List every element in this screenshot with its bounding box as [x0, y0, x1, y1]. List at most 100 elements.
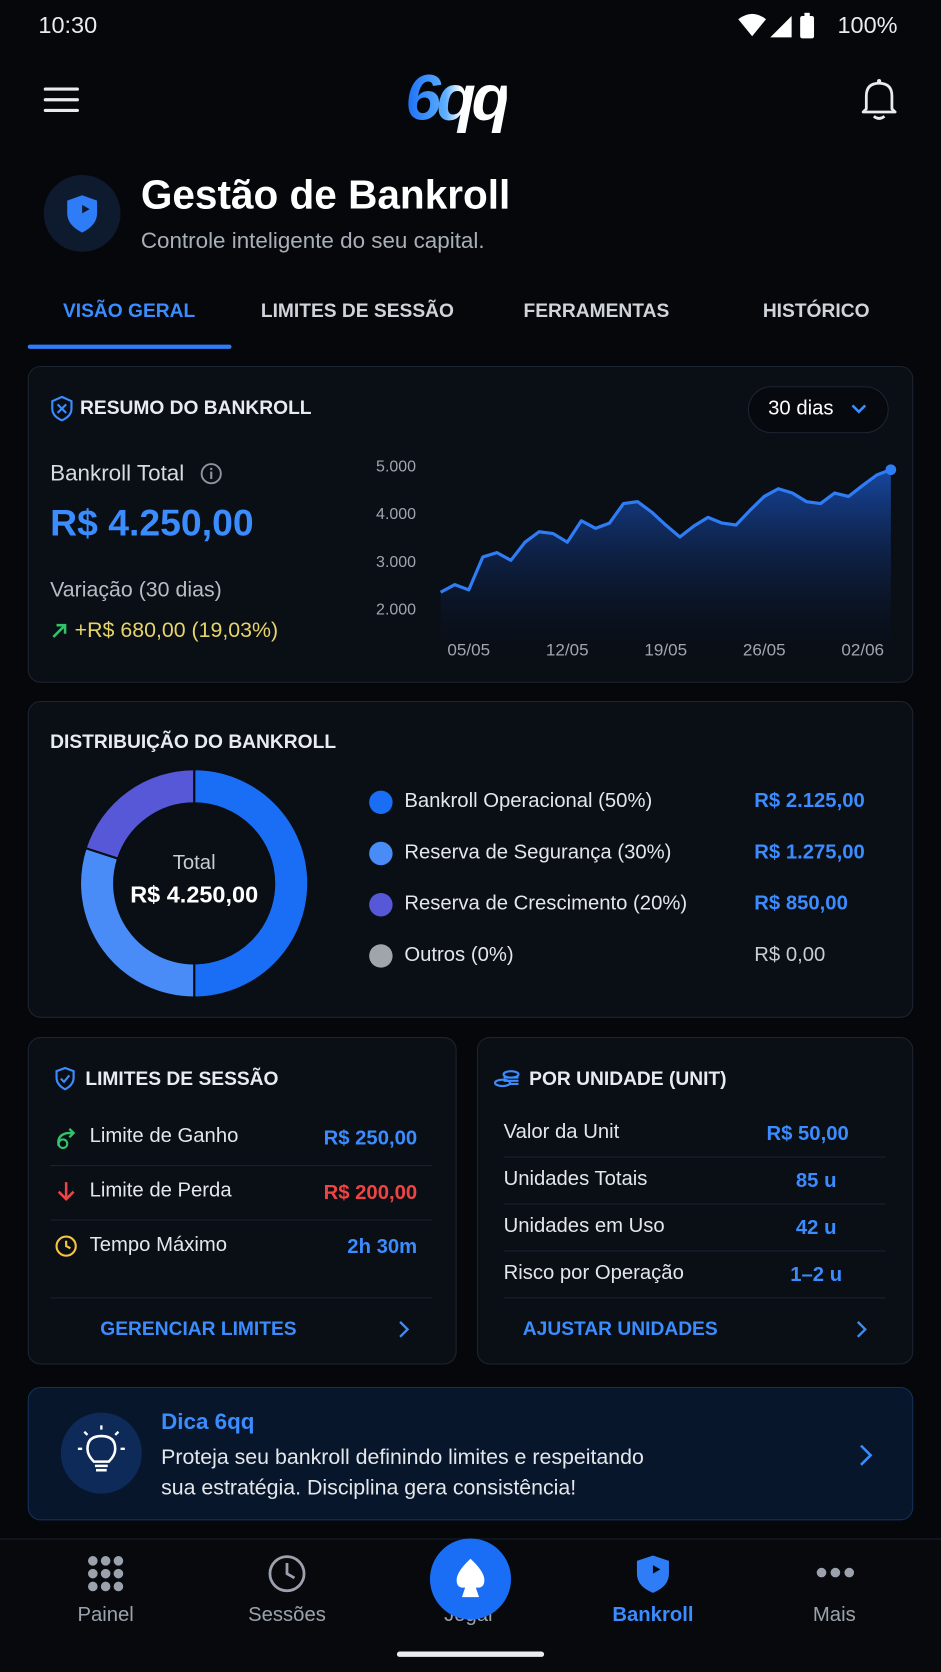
manage-limits-button[interactable]: GERENCIAR LIMITES: [100, 1317, 297, 1340]
units-title: POR UNIDADE (UNIT): [529, 1068, 727, 1090]
y-tick-label: 5.000: [376, 459, 416, 476]
unit-value: R$ 50,00: [766, 1123, 849, 1146]
unit-value: 85 u: [795, 1169, 837, 1193]
legend-dot: [369, 790, 393, 815]
y-tick-label: 4.000: [376, 506, 416, 523]
limits-icon: [55, 1066, 75, 1091]
trend-up-icon: [52, 623, 67, 638]
legend-dot: [369, 944, 393, 968]
units-card: [476, 1037, 914, 1365]
nav-icon: [636, 1555, 669, 1593]
total-value: R$ 4.250,00: [50, 502, 254, 545]
legend-label: Bankroll Operacional (50%): [404, 790, 653, 813]
shield-badge: [43, 174, 121, 252]
summary-title: RESUMO DO BANKROLL: [80, 397, 312, 419]
unit-value: 1–2 u: [790, 1263, 843, 1287]
chevron-right: [399, 1321, 410, 1338]
legend-label: Reserva de Segurança (30%): [404, 841, 672, 864]
legend-label: Reserva de Crescimento (20%): [404, 892, 688, 915]
info-icon[interactable]: [200, 462, 223, 485]
legend-amount: R$ 1.275,00: [754, 841, 865, 864]
limit-label: Limite de Ganho: [89, 1125, 239, 1148]
last-point: [885, 464, 897, 476]
donut-center-value: R$ 4.250,00: [130, 881, 259, 908]
units-icon: [493, 1070, 520, 1088]
tab[interactable]: HISTÓRICO: [762, 300, 870, 322]
chevron-right: [860, 1444, 873, 1466]
tip-text: Proteja seu bankroll definindo limites e…: [161, 1445, 644, 1470]
separator: [503, 1156, 886, 1158]
notifications-button[interactable]: [858, 77, 901, 122]
x-tick-label: 02/06: [841, 640, 884, 659]
y-tick-label: 2.000: [376, 602, 416, 619]
separator: [50, 1219, 433, 1221]
separator: [503, 1250, 886, 1252]
tab[interactable]: FERRAMENTAS: [523, 300, 670, 322]
unit-label: Valor da Unit: [503, 1120, 620, 1144]
separator: [503, 1297, 886, 1299]
nav-label[interactable]: Painel: [77, 1604, 134, 1627]
limit-label: Tempo Máximo: [89, 1233, 228, 1257]
page-title: Gestão de Bankroll: [140, 173, 511, 218]
limit-label: Limite de Perda: [89, 1179, 232, 1202]
tip-card[interactable]: [27, 1386, 914, 1521]
bankroll-chart: 2.000 3.000 4.000 5.000 05/05 12/05 19/05 26/05…: [376, 459, 897, 659]
home-indicator: [396, 1651, 545, 1657]
status-time: 10:30: [38, 11, 98, 39]
nav-icon: [268, 1555, 306, 1593]
period-value: 30 dias: [768, 397, 834, 420]
total-label: Bankroll Total: [50, 461, 185, 486]
legend-dot: [369, 892, 393, 917]
time-icon: [55, 1235, 77, 1257]
nav-label[interactable]: Sessões: [248, 1604, 326, 1627]
variation-label: Variação (30 dias): [50, 578, 222, 602]
x-tick-label: 26/05: [743, 640, 786, 659]
separator: [50, 1165, 433, 1167]
nav-label-active[interactable]: Bankroll: [612, 1604, 694, 1627]
tip-text: sua estratégia. Disciplina gera consistê…: [161, 1476, 577, 1501]
menu-button[interactable]: [43, 85, 81, 113]
limit-value: R$ 200,00: [323, 1181, 418, 1205]
unit-label: Risco por Operação: [503, 1261, 684, 1285]
separator: [50, 1297, 433, 1299]
loss-icon: [57, 1182, 75, 1201]
tab-active[interactable]: VISÃO GERAL: [62, 300, 196, 322]
donut-center-label: Total: [172, 852, 216, 875]
nav-icon: [88, 1556, 124, 1592]
adjust-units-button[interactable]: AJUSTAR UNIDADES: [522, 1317, 718, 1340]
area-fill: [440, 469, 891, 641]
session-limits-card: [27, 1037, 457, 1365]
y-tick-label: 3.000: [376, 554, 416, 571]
area-line: [439, 468, 892, 594]
tip-icon: [60, 1412, 142, 1494]
limit-value: R$ 250,00: [323, 1127, 418, 1150]
donut-segment: [193, 768, 310, 999]
variation-value: +R$ 680,00 (19,03%): [74, 618, 279, 643]
period-chevron: [851, 404, 867, 414]
status-battery: 100%: [837, 11, 898, 39]
gain-icon: [57, 1127, 76, 1150]
chevron-right: [856, 1321, 867, 1338]
legend-dot: [369, 841, 393, 866]
limit-value: 2h 30m: [347, 1236, 418, 1259]
page-subtitle: Controle inteligente do seu capital.: [140, 228, 485, 254]
legend-amount: R$ 850,00: [754, 892, 848, 915]
x-tick-label: 12/05: [546, 640, 589, 659]
nav-label[interactable]: Mais: [812, 1604, 856, 1627]
play-button[interactable]: [429, 1537, 512, 1620]
unit-label: Unidades Totais: [503, 1167, 648, 1191]
period-select[interactable]: [747, 386, 889, 434]
tab[interactable]: LIMITES DE SESSÃO: [260, 300, 454, 322]
legend-amount: R$ 0,00: [754, 943, 826, 967]
distribution-donut: [78, 768, 310, 999]
nav-icon: [816, 1567, 855, 1578]
distribution-title: DISTRIBUIÇÃO DO BANKROLL: [50, 731, 337, 753]
x-tick-label: 19/05: [644, 640, 687, 659]
logo: 6qq: [405, 60, 510, 137]
unit-value: 42 u: [795, 1216, 837, 1240]
x-tick-label: 05/05: [447, 640, 490, 659]
donut-segment: [84, 768, 196, 861]
status-icons: [738, 12, 815, 39]
